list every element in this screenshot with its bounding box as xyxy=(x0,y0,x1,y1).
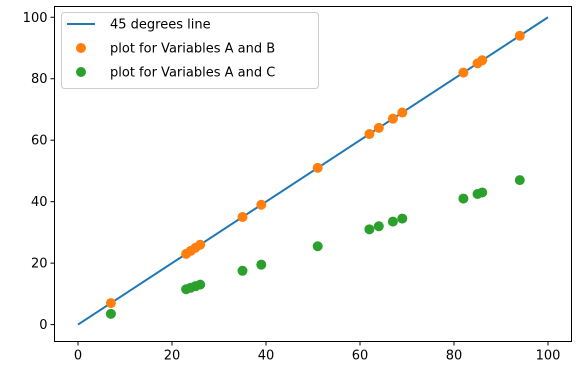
series-2-point xyxy=(364,224,375,235)
legend: 45 degrees line plot for Variables A and… xyxy=(61,12,319,89)
series-2-point xyxy=(477,187,488,198)
series-1-point xyxy=(256,199,267,210)
legend-box xyxy=(61,12,319,89)
x-tick-label: 0 xyxy=(74,349,82,364)
y-tick-label: 20 xyxy=(31,257,48,272)
series-1-point xyxy=(373,122,384,133)
y-tick-label: 0 xyxy=(39,318,47,333)
series-2-point xyxy=(514,175,525,186)
y-tick-label: 60 xyxy=(31,134,48,149)
x-tick-label: 60 xyxy=(352,349,369,364)
x-tick-label: 40 xyxy=(258,349,275,364)
y-tick-label: 80 xyxy=(31,72,48,87)
y-tick-label: 40 xyxy=(31,195,48,210)
series-2-point xyxy=(387,216,398,227)
legend-label-ab: plot for Variables A and B xyxy=(110,42,275,57)
series-1-point xyxy=(397,107,408,118)
series-2-point xyxy=(237,265,248,276)
series-1-point xyxy=(195,239,206,250)
axis-ticks: 0 20 40 60 80 100 0 20 40 60 80 100 xyxy=(23,11,561,364)
series-1-point xyxy=(312,162,323,173)
y-tick-label: 100 xyxy=(23,11,48,26)
series-2-point xyxy=(312,241,323,252)
series-2-point xyxy=(373,221,384,232)
diagonal-line xyxy=(77,16,549,326)
x-tick-label: 20 xyxy=(164,349,181,364)
series-2-point xyxy=(256,259,267,270)
series-1-point xyxy=(477,55,488,66)
series-1-point xyxy=(458,67,469,78)
plot-frame xyxy=(54,6,572,342)
series-2-point xyxy=(105,308,116,319)
series-2-point xyxy=(397,213,408,224)
legend-green-marker xyxy=(76,67,86,77)
legend-label-line: 45 degrees line xyxy=(110,18,211,33)
series-2-point xyxy=(458,193,469,204)
series-1-point xyxy=(514,30,525,41)
series-1-point xyxy=(387,113,398,124)
x-tick-label: 80 xyxy=(446,349,463,364)
plot-series xyxy=(77,16,549,326)
legend-label-ac: plot for Variables A and C xyxy=(110,66,275,81)
legend-orange-marker xyxy=(76,43,86,53)
series-1-point xyxy=(237,212,248,223)
series-1-point xyxy=(105,298,116,309)
series-1-point xyxy=(364,129,375,140)
x-tick-label: 100 xyxy=(536,349,561,364)
series-2-point xyxy=(195,279,206,290)
